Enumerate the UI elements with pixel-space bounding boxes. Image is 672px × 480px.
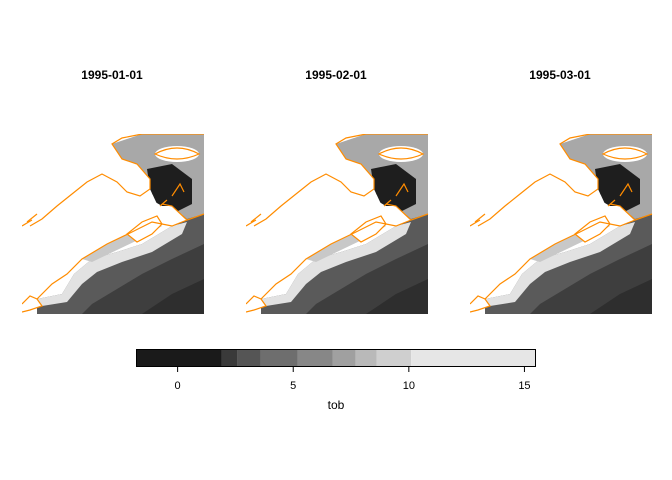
legend-swatch-4: [297, 349, 333, 367]
coastline-cape: [470, 295, 491, 313]
coastline-gulf: [609, 203, 636, 221]
legend-swatch-7: [376, 349, 412, 367]
legend-ticks: [177, 367, 525, 372]
shelf-area: [261, 222, 411, 306]
coastline-cape: [22, 295, 43, 313]
coastline-island: [153, 147, 201, 160]
coastline-inlet: [159, 182, 185, 207]
land-south: [246, 199, 411, 304]
land-north: [470, 134, 598, 249]
gulf-dark-water: [147, 164, 192, 214]
legend-title: tob: [327, 398, 345, 412]
coastline-north: [477, 134, 652, 227]
panel-title-3: 1995-03-01: [529, 68, 591, 82]
legend-tick-label-2: 10: [402, 380, 415, 392]
legend-swatch-2: [237, 349, 261, 367]
shelf-area: [485, 222, 635, 306]
coastline-gulf: [161, 203, 188, 221]
coastline-north: [29, 134, 204, 227]
ocean-band-deepest: [590, 279, 652, 314]
coastline-lake: [246, 213, 262, 227]
coastline-island: [377, 147, 425, 160]
coastline-nova-scotia: [574, 215, 611, 243]
legend-tick-label-3: 15: [518, 380, 531, 392]
coastline-inlet: [607, 182, 633, 207]
legend-swatch-5: [332, 349, 356, 367]
map-panel-3: [470, 134, 653, 314]
legend-tick-label-1: 5: [290, 380, 297, 392]
ocean-band-deepest: [142, 279, 204, 314]
coastline-lake: [22, 213, 38, 227]
map-panel-2: [246, 134, 429, 314]
coastline-cape: [246, 295, 267, 313]
legend-swatch-1: [221, 349, 238, 367]
coastline-island: [601, 147, 649, 160]
legend-swatch-6: [355, 349, 377, 367]
coastline-south: [36, 213, 205, 300]
color-legend-bar: [136, 349, 536, 367]
map-panel-1: [22, 134, 205, 314]
legend-tick-label-0: 0: [174, 380, 181, 392]
land-south: [22, 199, 187, 304]
land-north: [246, 134, 374, 249]
land-cape-cod: [22, 299, 42, 312]
gulf-dark-water: [595, 164, 640, 214]
panel-title-2: 1995-02-01: [305, 68, 367, 82]
shelf-area: [37, 222, 187, 306]
panel-title-1: 1995-01-01: [81, 68, 143, 82]
land-cape-cod: [470, 299, 490, 312]
legend-swatch-3: [260, 349, 298, 367]
coastline-nova-scotia: [126, 215, 163, 243]
land-south: [470, 199, 635, 304]
ocean-band-deepest: [366, 279, 428, 314]
land-north: [22, 134, 150, 249]
coastline-inlet: [383, 182, 409, 207]
legend-swatch-0: [136, 349, 222, 367]
legend-swatch-8: [411, 349, 536, 367]
coastline-lake: [470, 213, 486, 227]
coastline-north: [253, 134, 428, 227]
gulf-dark-water: [371, 164, 416, 214]
land-cape-cod: [246, 299, 266, 312]
coastline-nova-scotia: [350, 215, 387, 243]
coastline-gulf: [385, 203, 412, 221]
coastline-south: [260, 213, 429, 300]
coastline-south: [484, 213, 653, 300]
